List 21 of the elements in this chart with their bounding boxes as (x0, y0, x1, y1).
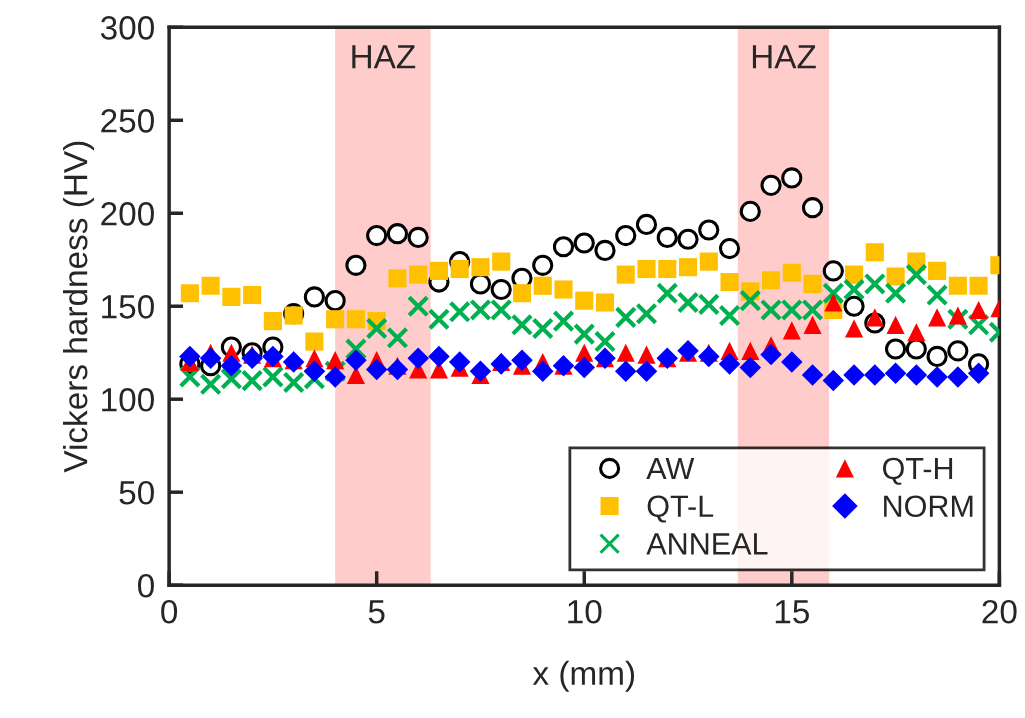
y-tick-label: 100 (102, 388, 154, 412)
x-tick-label: 5 (368, 600, 385, 624)
y-tick-label: 300 (100, 16, 154, 40)
y-tick-label: 200 (101, 202, 154, 226)
x-tick-label: 15 (775, 600, 809, 624)
legend-label: QT-H (883, 457, 953, 485)
y-tick-label: 150 (102, 295, 154, 319)
x-tick-label: 10 (568, 599, 602, 624)
y-tick-label: 50 (119, 480, 154, 505)
band-label: HAZ (752, 45, 816, 69)
legend-label: AW (646, 458, 695, 480)
x-tick-label: 20 (982, 599, 1017, 624)
legend-label: NORM (884, 495, 973, 518)
y-axis-title: Vickers hardness (HV) (63, 141, 95, 473)
x-axis-title: x (mm) (532, 660, 635, 692)
y-tick-label: 250 (101, 109, 154, 133)
x-tick-label: 0 (161, 599, 178, 624)
y-tick-label: 0 (138, 573, 154, 598)
legend-label: QT-L (647, 495, 714, 523)
legend-label: ANNEAL (646, 533, 768, 555)
band-label: HAZ (352, 45, 416, 69)
